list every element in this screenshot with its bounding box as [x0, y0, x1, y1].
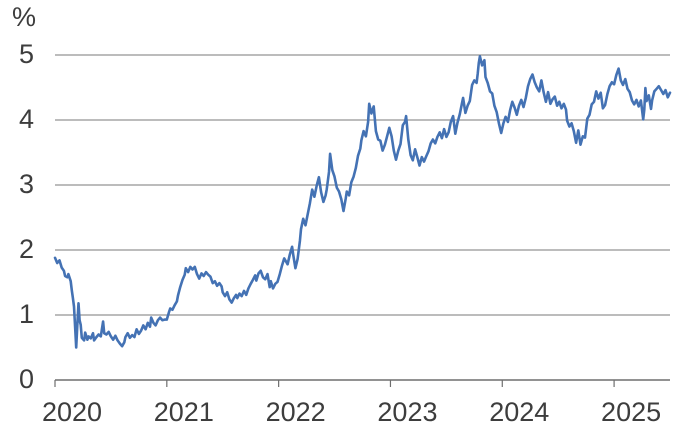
x-axis-tick-label: 2021 [154, 397, 214, 427]
x-axis-tick-label: 2025 [601, 397, 661, 427]
y-axis-tick-label: 3 [19, 169, 34, 199]
y-axis-unit-label: % [12, 2, 37, 32]
y-axis-tick-label: 5 [19, 39, 34, 69]
x-axis-tick-label: 2020 [42, 397, 102, 427]
x-axis-tick-label: 2023 [377, 397, 437, 427]
y-axis-tick-label: 4 [19, 104, 34, 134]
y-axis-tick-label: 1 [19, 299, 34, 329]
y-axis-tick-label: 0 [19, 364, 34, 394]
series-line [53, 54, 672, 349]
y-axis-tick-label: 2 [19, 234, 34, 264]
x-axis-tick-label: 2022 [266, 397, 326, 427]
x-axis-tick-label: 2024 [489, 397, 549, 427]
